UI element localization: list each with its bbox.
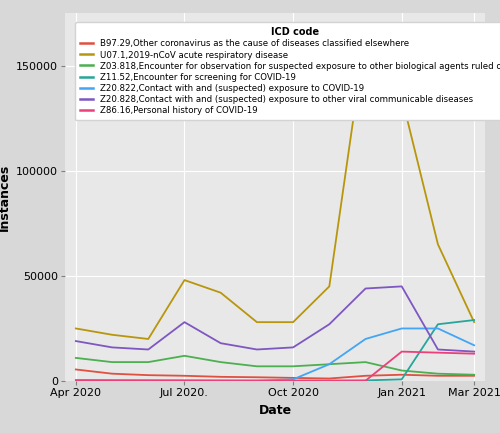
Legend: B97.29,Other coronavirus as the cause of diseases classified elsewhere, U07.1,20: B97.29,Other coronavirus as the cause of… <box>75 22 500 120</box>
Y-axis label: Instances: Instances <box>0 163 10 231</box>
X-axis label: Date: Date <box>258 404 292 417</box>
